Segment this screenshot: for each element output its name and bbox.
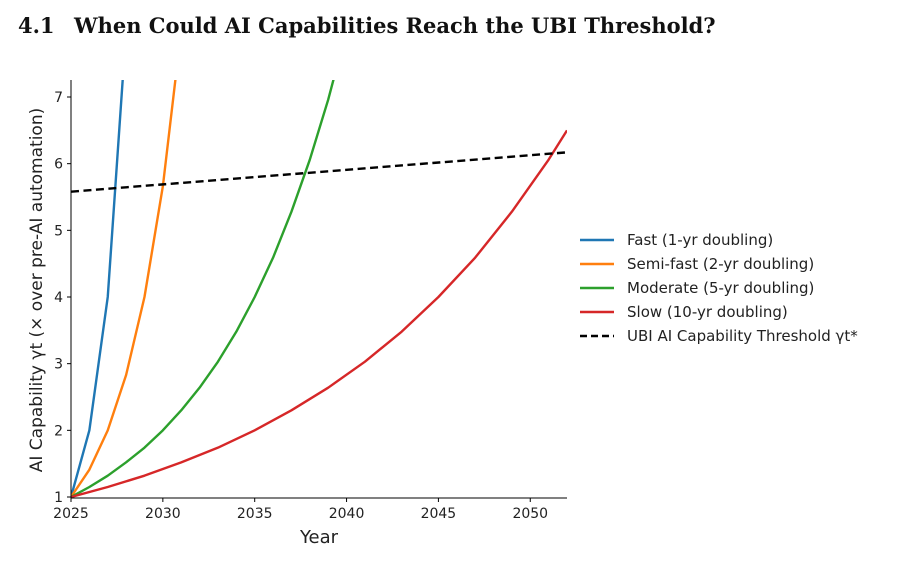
x-tick-label-2045: 2045 — [421, 506, 457, 522]
series-layer — [71, 80, 567, 498]
legend-label-4: UBI AI Capability Threshold γt* — [627, 327, 858, 345]
series-line-4 — [71, 151, 567, 193]
x-tick-label-2025: 2025 — [53, 506, 89, 522]
y-tick-label-6: 6 — [54, 157, 63, 173]
section-heading: 4.1 When Could AI Capabilities Reach the … — [18, 13, 716, 38]
y-tick-label-7: 7 — [54, 90, 63, 106]
legend-label-1: Semi-fast (2-yr doubling) — [627, 255, 814, 273]
x-axis-label: Year — [299, 527, 339, 548]
series-line-1 — [71, 80, 177, 498]
x-tick-label-2030: 2030 — [145, 506, 181, 522]
legend-label-0: Fast (1-yr doubling) — [627, 231, 773, 249]
series-line-3 — [71, 129, 567, 498]
y-tick-label-5: 5 — [54, 223, 63, 239]
y-axis-label: AI Capability γt (× over pre-AI automati… — [27, 108, 47, 472]
x-tick-label-2050: 2050 — [512, 506, 548, 522]
legend-label-3: Slow (10-yr doubling) — [627, 303, 788, 321]
section-title: When Could AI Capabilities Reach the UBI… — [74, 13, 716, 38]
series-line-2 — [71, 80, 335, 498]
y-tick-label-3: 3 — [54, 357, 63, 373]
legend: Fast (1-yr doubling) Semi-fast (2-yr doub… — [580, 231, 858, 345]
y-tick-label-2: 2 — [54, 423, 63, 439]
y-tick-label-1: 1 — [54, 490, 63, 506]
x-tick-label-2035: 2035 — [237, 506, 273, 522]
axes-layer: 2025 2030 2035 2040 2045 2050 1 2 3 4 5 6 7 Year AI Ca… — [27, 80, 567, 548]
x-tick-label-2040: 2040 — [329, 506, 365, 522]
legend-label-2: Moderate (5-yr doubling) — [627, 279, 814, 297]
series-line-0 — [71, 80, 124, 498]
section-number: 4.1 — [18, 13, 55, 38]
y-tick-label-4: 4 — [54, 290, 63, 306]
